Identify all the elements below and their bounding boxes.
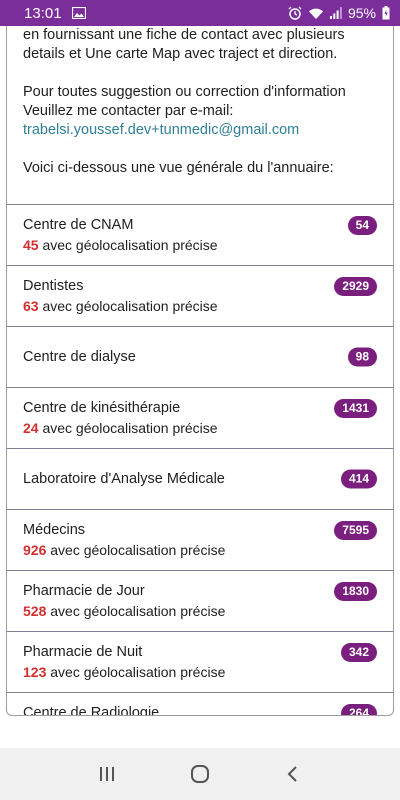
contact-email-link[interactable]: trabelsi.youssef.dev+tunmedic@gmail.com	[23, 122, 300, 138]
count-badge: 342	[340, 643, 377, 662]
battery-percent: 95%	[347, 5, 376, 21]
count-badge: 264	[340, 704, 377, 715]
category-name: Pharmacie de Nuit	[23, 644, 143, 660]
geo-suffix: avec géolocalisation précise	[42, 420, 218, 436]
intro-line: Voici ci-dessous une vue générale du l'a…	[23, 160, 334, 176]
status-bar: 13:01 95%	[0, 0, 400, 26]
back-icon	[287, 766, 298, 782]
category-row-radiologie[interactable]: Centre de Radiologie 12 avec géolocalisa…	[7, 692, 393, 716]
intro-line: Pour toutes suggestion ou correction d'i…	[23, 84, 346, 100]
count-badge: 54	[347, 216, 377, 235]
category-name: Dentistes	[23, 278, 84, 294]
image-icon	[71, 7, 86, 19]
geo-count: 24	[23, 420, 39, 436]
geo-suffix: avec géolocalisation précise	[50, 542, 226, 558]
geo-count: 123	[23, 664, 47, 680]
category-row-pharmacie-nuit[interactable]: Pharmacie de Nuit 123 avec géolocalisati…	[7, 631, 393, 692]
count-badge: 98	[347, 347, 377, 367]
count-badge: 1830	[334, 582, 377, 601]
category-row-laboratoire[interactable]: Laboratoire d'Analyse Médicale 414	[7, 448, 393, 509]
category-name: Médecins	[23, 522, 86, 538]
category-row-kinesitherapie[interactable]: Centre de kinésithérapie 24 avec géoloca…	[7, 387, 393, 448]
intro-text: en fournissant une fiche de contact avec…	[7, 26, 393, 178]
geo-suffix: avec géolocalisation précise	[42, 237, 218, 253]
geo-count: 45	[23, 237, 39, 253]
category-row-pharmacie-jour[interactable]: Pharmacie de Jour 528 avec géolocalisati…	[7, 570, 393, 631]
geo-info: 926 avec géolocalisation précise	[23, 540, 377, 560]
category-name: Centre de kinésithérapie	[23, 400, 181, 416]
intro-line: details et Une carte Map avec traject et…	[23, 46, 338, 62]
category-name: Centre de CNAM	[23, 217, 134, 233]
category-row-dialyse[interactable]: Centre de dialyse 98	[7, 326, 393, 387]
geo-suffix: avec géolocalisation précise	[42, 298, 218, 314]
back-button[interactable]	[273, 754, 313, 794]
category-row-medecins[interactable]: Médecins 926 avec géolocalisation précis…	[7, 509, 393, 570]
recent-apps-button[interactable]	[87, 754, 127, 794]
geo-suffix: avec géolocalisation précise	[50, 664, 226, 680]
geo-info: 528 avec géolocalisation précise	[23, 601, 377, 621]
geo-count: 926	[23, 542, 47, 558]
intro-line: en fournissant une fiche de contact avec…	[23, 27, 345, 43]
status-time: 13:01	[24, 4, 62, 22]
count-badge: 1431	[334, 399, 377, 418]
geo-info: 45 avec géolocalisation précise	[23, 235, 377, 255]
category-list: Centre de CNAM 45 avec géolocalisation p…	[7, 204, 393, 716]
geo-info: 63 avec géolocalisation précise	[23, 296, 377, 316]
home-icon	[190, 765, 209, 783]
geo-info: 123 avec géolocalisation précise	[23, 662, 377, 682]
geo-info: 24 avec géolocalisation précise	[23, 418, 377, 438]
category-name: Centre de Radiologie	[23, 705, 160, 716]
count-badge: 2929	[334, 277, 377, 296]
home-button[interactable]	[180, 754, 220, 794]
wifi-icon	[308, 7, 324, 20]
signal-icon	[329, 7, 342, 19]
intro-line: Veuillez me contacter par e-mail:	[23, 103, 234, 119]
directory-card: en fournissant une fiche de contact avec…	[6, 26, 394, 716]
alarm-icon	[288, 6, 302, 20]
category-name: Pharmacie de Jour	[23, 583, 145, 599]
category-row-cnam[interactable]: Centre de CNAM 45 avec géolocalisation p…	[7, 204, 393, 265]
category-row-dentistes[interactable]: Dentistes 63 avec géolocalisation précis…	[7, 265, 393, 326]
count-badge: 414	[340, 469, 377, 489]
category-name: Centre de dialyse	[23, 349, 136, 365]
recent-apps-icon	[99, 767, 114, 781]
geo-count: 528	[23, 603, 47, 619]
status-right: 95%	[288, 5, 390, 21]
status-left: 13:01	[24, 5, 86, 22]
count-badge: 7595	[334, 521, 377, 540]
category-name: Laboratoire d'Analyse Médicale	[23, 471, 225, 487]
battery-icon	[382, 6, 390, 20]
navigation-bar	[0, 748, 400, 800]
geo-suffix: avec géolocalisation précise	[50, 603, 226, 619]
geo-count: 63	[23, 298, 39, 314]
